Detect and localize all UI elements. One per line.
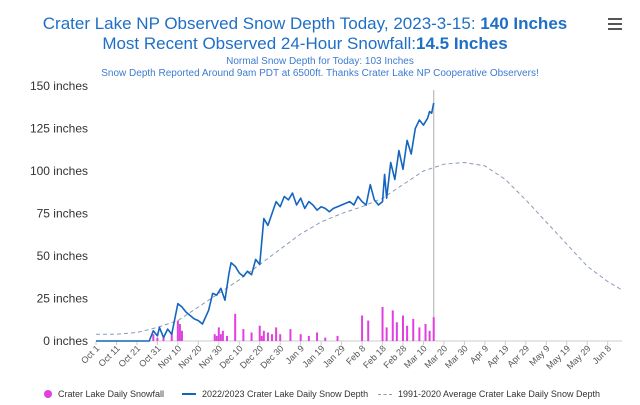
snowfall-bar	[217, 327, 220, 341]
x-tick-label: Jan 29	[321, 343, 347, 369]
snowfall-bar	[170, 332, 173, 341]
snowfall-bar	[432, 317, 435, 341]
x-tick-label: Oct 21	[117, 343, 143, 369]
snowfall-bar	[176, 320, 179, 341]
legend-item-depth[interactable]: 2022/2023 Crater Lake Daily Snow Depth	[182, 389, 368, 399]
x-tick-label: Jun 8	[590, 343, 613, 366]
snowfall-bar	[336, 335, 339, 341]
y-tick-label: 150 inches	[30, 79, 88, 93]
y-tick-label: 75 inches	[37, 207, 88, 221]
snowfall-bar	[385, 327, 388, 341]
snowfall-bar	[180, 330, 183, 341]
snowfall-bar	[367, 320, 370, 341]
legend-dashed-line-icon	[378, 393, 392, 395]
snowfall-bar	[418, 327, 421, 341]
y-tick-label: 0 inches	[43, 334, 88, 348]
snowfall-bar	[289, 329, 292, 341]
legend-label: Crater Lake Daily Snowfall	[58, 389, 165, 399]
snowfall-bar	[162, 335, 165, 341]
legend-dot-icon	[44, 390, 52, 398]
hamburger-menu-icon[interactable]	[608, 18, 622, 30]
y-tick-label: 50 inches	[37, 249, 88, 263]
snowfall-bar	[262, 330, 265, 341]
snowfall-bar	[391, 310, 394, 341]
snowfall-bar	[260, 335, 263, 341]
snowfall-bar	[324, 337, 327, 341]
snowfall-bar	[361, 315, 364, 341]
snowfall-bar	[307, 335, 310, 341]
snowfall-bar	[213, 334, 216, 341]
snowfall-bar	[395, 322, 398, 341]
snowfall-bar	[381, 307, 384, 341]
snowfall-bar	[156, 337, 159, 341]
legend-line-icon	[182, 393, 196, 395]
snowfall-bar	[219, 334, 222, 341]
y-tick-label: 100 inches	[30, 164, 88, 178]
legend-item-snowfall[interactable]: Crater Lake Daily Snowfall	[44, 389, 164, 399]
snowfall-bar	[178, 324, 181, 341]
x-tick-label: Dec 30	[258, 343, 285, 370]
snowfall-bar	[266, 332, 269, 341]
x-tick-label: Mar 30	[443, 343, 470, 370]
snowfall-bar	[402, 315, 405, 341]
snowfall-bar	[258, 325, 261, 341]
snowfall-bar	[225, 335, 228, 341]
snowfall-bar	[250, 332, 253, 341]
chart-subtitle: Most Recent Observed 24-Hour Snowfall:14…	[102, 34, 508, 53]
snowfall-bar	[428, 330, 431, 341]
snowfall-bar	[152, 334, 155, 341]
y-tick-label: 125 inches	[30, 122, 88, 136]
snowfall-bar	[221, 330, 224, 341]
snowfall-bar	[215, 335, 218, 341]
normal-depth-line	[96, 161, 623, 335]
legend-label: 1991-2020 Average Crater Lake Daily Snow…	[398, 389, 600, 399]
y-tick-label: 25 inches	[37, 292, 88, 306]
snowfall-bar	[279, 334, 282, 341]
legend-label: 2022/2023 Crater Lake Daily Snow Depth	[202, 389, 369, 399]
observer-note: Snow Depth Reported Around 9am PDT at 65…	[101, 68, 539, 79]
x-tick-label: Apr 29	[505, 343, 531, 369]
snowfall-bar	[275, 327, 278, 341]
snowfall-bar	[242, 329, 245, 341]
normal-depth-note: Normal Snow Depth for Today: 103 Inches	[226, 56, 414, 67]
snowfall-bar	[412, 318, 415, 341]
snowfall-bar	[271, 334, 274, 341]
observed-depth-line	[96, 102, 435, 342]
snowfall-bar	[234, 313, 237, 341]
snowfall-bar	[316, 332, 319, 341]
x-tick-label: Apr 19	[485, 343, 511, 369]
snowfall-bar	[424, 324, 427, 341]
legend-item-normal[interactable]: 1991-2020 Average Crater Lake Daily Snow…	[378, 389, 600, 399]
chart-title: Crater Lake NP Observed Snow Depth Today…	[42, 14, 568, 33]
snowfall-bar	[299, 334, 302, 341]
snowfall-bar	[406, 325, 409, 341]
